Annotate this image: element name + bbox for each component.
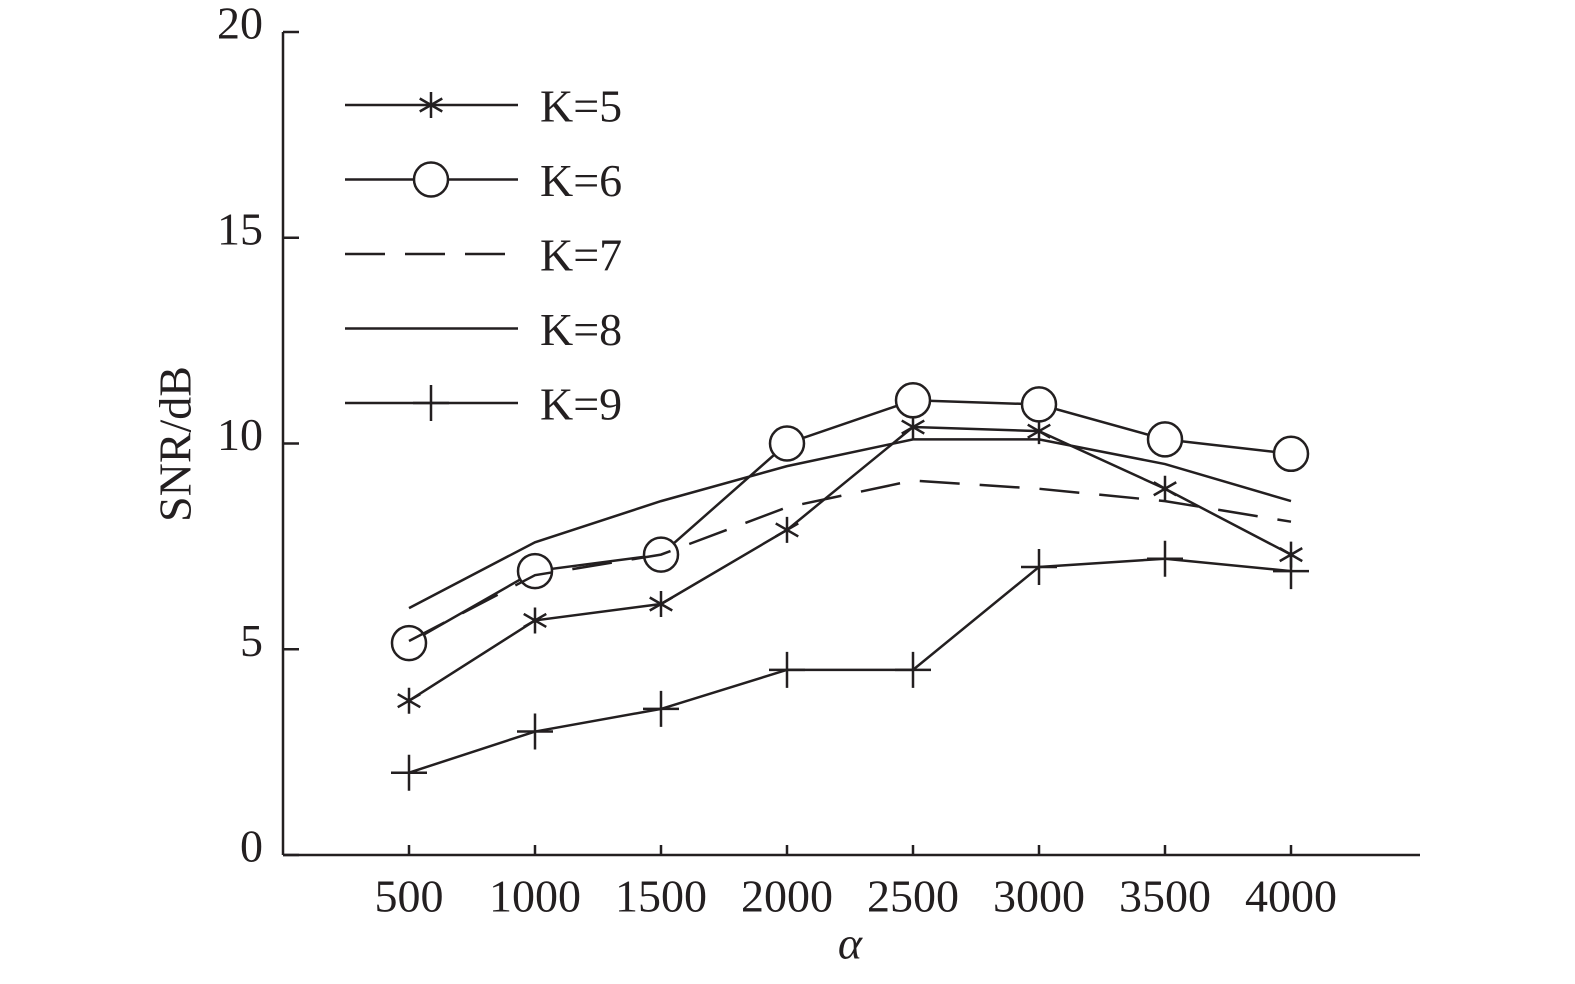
x-tick-label: 2500 [867, 871, 959, 922]
marker [775, 516, 799, 543]
legend-marker [412, 161, 450, 198]
series-line [408, 425, 1292, 702]
marker [1021, 548, 1057, 585]
series-line [408, 557, 1292, 774]
y-tick-label: 20 [217, 0, 263, 49]
marker [1272, 435, 1310, 473]
marker [768, 425, 806, 462]
y-tick-label: 15 [217, 203, 263, 254]
marker [769, 651, 805, 688]
marker [390, 624, 428, 662]
legend-label: K=7 [540, 230, 622, 281]
marker [643, 690, 679, 727]
legend-marker [419, 92, 443, 118]
marker [516, 552, 554, 590]
y-tick-label: 10 [217, 409, 263, 460]
marker [894, 382, 932, 419]
marker [391, 754, 427, 791]
marker [517, 713, 553, 750]
marker [1153, 475, 1177, 502]
legend-label: K=9 [540, 379, 622, 430]
marker [1020, 386, 1058, 423]
y-tick-label: 5 [240, 615, 263, 666]
series-line [408, 399, 1292, 645]
x-tick-label: 3500 [1119, 871, 1211, 922]
x-axis-label: α [838, 918, 863, 969]
marker [895, 651, 931, 688]
marker [649, 590, 673, 617]
y-axis-label: SNR/dB [150, 366, 201, 522]
legend-marker [413, 385, 449, 421]
x-tick-label: 500 [375, 871, 444, 922]
series-line [408, 438, 1292, 610]
x-tick-label: 1500 [615, 871, 707, 922]
legend-label: K=8 [540, 304, 622, 355]
marker [1273, 553, 1309, 590]
x-tick-label: 3000 [993, 871, 1085, 922]
marker [1147, 540, 1183, 577]
legend-label: K=6 [540, 155, 622, 206]
y-tick-label: 0 [240, 821, 263, 872]
x-tick-label: 2000 [741, 871, 833, 922]
marker [523, 607, 547, 634]
marker [1146, 421, 1184, 458]
x-tick-label: 4000 [1245, 871, 1337, 922]
legend-label: K=5 [540, 81, 622, 132]
x-tick-label: 1000 [489, 871, 581, 922]
marker [397, 687, 421, 714]
